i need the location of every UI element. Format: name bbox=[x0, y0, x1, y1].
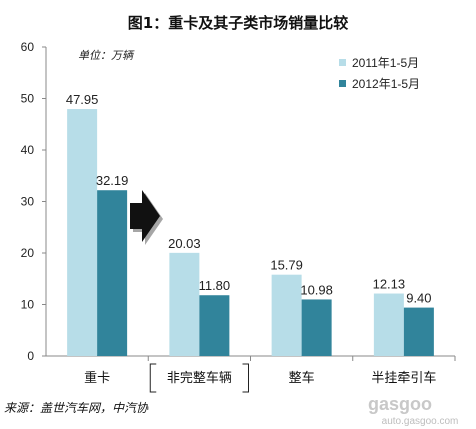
category-label: 半挂牵引车 bbox=[371, 370, 436, 386]
chart-title: 图1：重卡及其子类市场销量比较 bbox=[128, 14, 348, 32]
data-label: 9.40 bbox=[406, 291, 431, 306]
legend-swatch bbox=[339, 59, 346, 66]
bar bbox=[67, 109, 98, 357]
plot-area: 0 10 20 30 40 50 60 47.95 32.19 重卡 20.03 11.80 非完整车辆… bbox=[21, 40, 456, 393]
bar bbox=[301, 299, 332, 356]
data-label: 32.19 bbox=[96, 173, 129, 188]
svg-text:auto.gasgoo.com: auto.gasgoo.com bbox=[382, 416, 459, 427]
y-tick-label: 0 bbox=[27, 349, 34, 363]
category-label: 非完整车辆 bbox=[167, 370, 232, 386]
source-note: 来源：盖世汽车网，中汽协 bbox=[4, 401, 149, 415]
bar bbox=[169, 252, 200, 356]
legend-label: 2011年1-5月 bbox=[352, 56, 419, 70]
y-tick-label: 50 bbox=[21, 92, 35, 106]
y-tick-label: 10 bbox=[21, 298, 35, 312]
legend: 2011年1-5月 2012年1-5月 bbox=[339, 56, 420, 91]
bar bbox=[373, 293, 404, 356]
bracket-right bbox=[242, 363, 249, 393]
data-label: 12.13 bbox=[373, 277, 406, 292]
data-label: 10.98 bbox=[300, 282, 333, 297]
y-tick-label: 20 bbox=[21, 246, 35, 260]
y-tick-label: 60 bbox=[21, 40, 35, 54]
svg-text:gasgoo: gasgoo bbox=[368, 394, 432, 414]
y-tick-label: 30 bbox=[21, 195, 35, 209]
arrow-right-icon bbox=[130, 190, 163, 245]
legend-swatch bbox=[339, 80, 346, 87]
y-tick-label: 40 bbox=[21, 143, 35, 157]
bracket-left bbox=[149, 363, 157, 393]
category-label: 整车 bbox=[289, 370, 315, 386]
data-label: 20.03 bbox=[168, 236, 201, 251]
category-label: 重卡 bbox=[84, 370, 110, 386]
data-label: 15.79 bbox=[270, 258, 303, 273]
bar bbox=[271, 274, 302, 356]
data-label: 47.95 bbox=[66, 92, 99, 107]
bar bbox=[403, 307, 434, 356]
bar bbox=[97, 190, 128, 356]
gasgoo-watermark-logo: gasgoo auto.gasgoo.com bbox=[368, 394, 458, 427]
unit-note: 单位：万辆 bbox=[78, 49, 135, 62]
legend-label: 2012年1-5月 bbox=[352, 77, 420, 91]
bar bbox=[199, 295, 230, 356]
data-label: 11.80 bbox=[199, 278, 231, 293]
